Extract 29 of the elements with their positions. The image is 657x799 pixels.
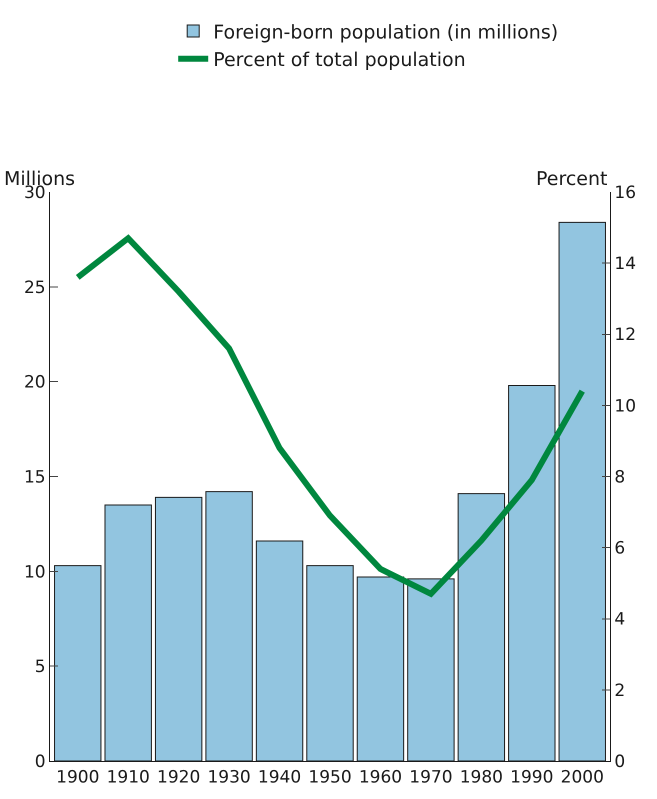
y2-tick-label: 0 xyxy=(614,752,626,772)
x-tick-label: 2000 xyxy=(560,767,604,788)
y2-axis-title: Percent xyxy=(536,168,608,190)
y2-tick-label: 12 xyxy=(614,325,636,346)
x-tick-label: 1990 xyxy=(510,767,554,788)
y2-tick-label: 4 xyxy=(614,610,626,630)
y-tick-label: 15 xyxy=(24,467,46,488)
x-tick-label: 1940 xyxy=(258,767,302,788)
y-tick-label: 5 xyxy=(34,657,46,678)
x-tick-label: 1900 xyxy=(56,767,100,788)
y-tick-label: 20 xyxy=(24,372,46,393)
y2-tick-label: 14 xyxy=(614,254,636,274)
legend-label: Foreign-born population (in millions) xyxy=(213,21,558,44)
y2-tick-label: 10 xyxy=(614,396,636,416)
legend-label: Percent of total population xyxy=(213,49,466,72)
y-tick-label: 10 xyxy=(24,562,46,582)
x-tick-label: 1950 xyxy=(308,767,352,788)
x-tick-label: 1920 xyxy=(157,767,200,788)
x-tick-label: 1960 xyxy=(358,767,402,788)
y2-tick-label: 2 xyxy=(614,680,626,701)
x-tick-label: 1910 xyxy=(106,767,150,788)
x-tick-label: 1970 xyxy=(409,767,453,788)
x-tick-label: 1980 xyxy=(460,767,503,788)
y2-tick-label: 8 xyxy=(614,467,626,488)
y-tick-label: 0 xyxy=(34,752,46,772)
y-tick-label: 25 xyxy=(24,278,46,298)
y2-tick-label: 16 xyxy=(614,182,636,203)
y2-tick-label: 6 xyxy=(614,538,626,559)
x-tick-label: 1930 xyxy=(207,767,251,788)
